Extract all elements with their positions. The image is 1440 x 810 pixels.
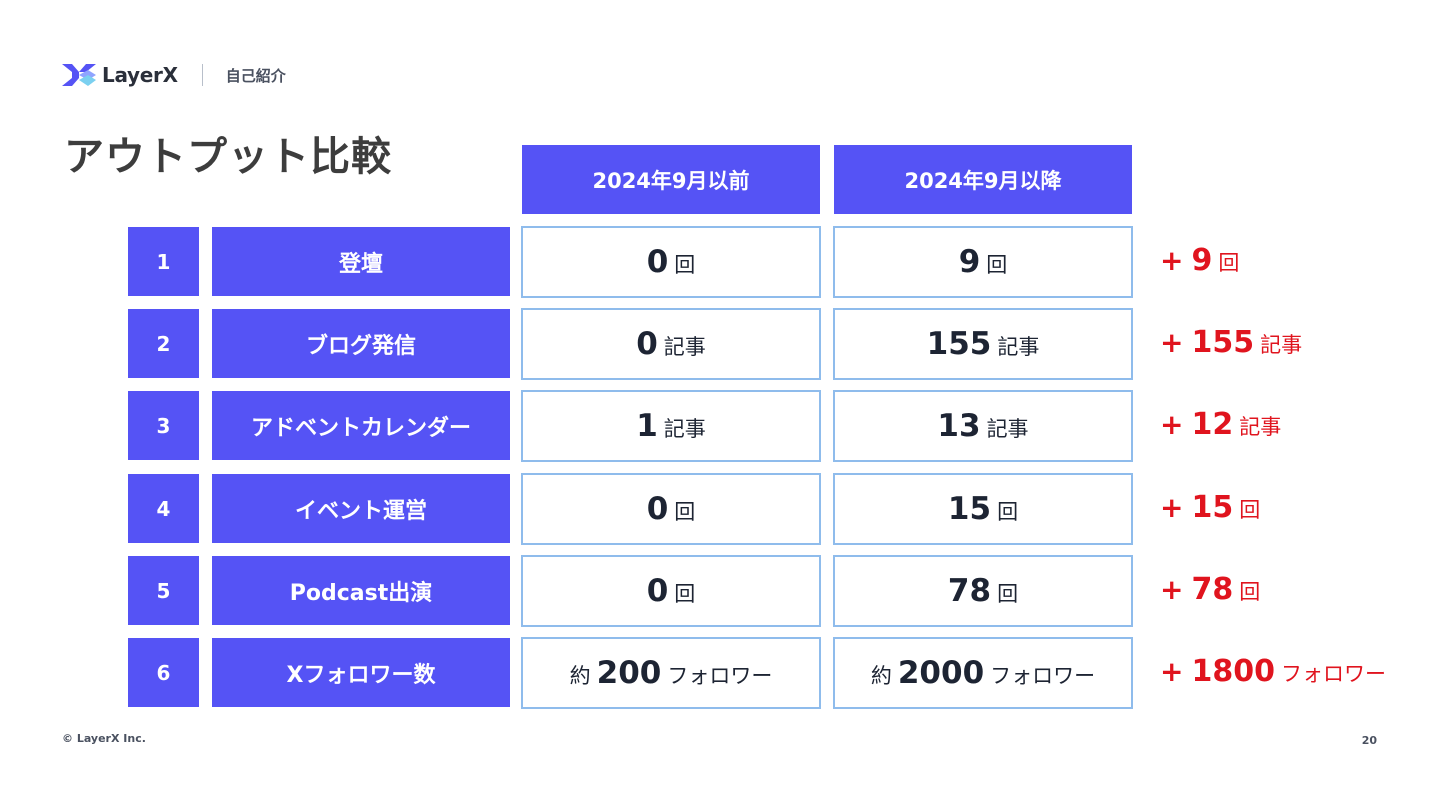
diff-sign: + <box>1160 244 1184 277</box>
diff-unit: 記事 <box>1260 333 1303 357</box>
diff-sign: + <box>1160 573 1184 606</box>
diff-unit: 記事 <box>1239 415 1282 439</box>
diff-unit: 回 <box>1218 251 1240 275</box>
value-number: 78 <box>947 573 992 609</box>
diff-unit: 回 <box>1239 580 1261 604</box>
value-number: 1 <box>636 408 658 444</box>
value-number: 0 <box>646 244 669 280</box>
value-after: 13 記事 <box>833 390 1133 462</box>
value-prefix: 約 <box>569 664 591 688</box>
table-row: 5 Podcast出演 0 回 78 回 + 78 回 <box>0 555 1440 627</box>
row-label: ブログ発信 <box>212 309 510 378</box>
value-before: 約 200 フォロワー <box>521 637 821 709</box>
table-row: 6 Xフォロワー数 約 200 フォロワー 約 2000 フォロワー + 180… <box>0 637 1440 709</box>
value-number: 13 <box>937 408 981 444</box>
page-title: アウトプット比較 <box>64 134 392 180</box>
value-unit: 回 <box>674 253 696 277</box>
table-row: 4 イベント運営 0 回 15 回 + 15 回 <box>0 473 1440 545</box>
value-before: 0 記事 <box>521 308 821 380</box>
value-after: 78 回 <box>833 555 1133 627</box>
diff-number: 78 <box>1191 572 1234 607</box>
value-difference: + 15 回 <box>1160 473 1260 545</box>
row-number: 5 <box>128 556 199 625</box>
diff-sign: + <box>1160 326 1184 359</box>
value-number: 9 <box>958 244 981 280</box>
diff-sign: + <box>1160 655 1184 688</box>
row-label: イベント運営 <box>212 474 510 543</box>
row-number: 2 <box>128 309 199 378</box>
value-number: 0 <box>646 491 669 527</box>
value-prefix: 約 <box>870 664 892 688</box>
row-number: 6 <box>128 638 199 707</box>
diff-number: 1800 <box>1191 654 1275 689</box>
value-unit: 記事 <box>663 335 706 359</box>
value-number: 15 <box>947 491 992 527</box>
value-unit: 回 <box>997 582 1019 606</box>
value-difference: + 12 記事 <box>1160 390 1281 462</box>
diff-number: 12 <box>1191 407 1234 442</box>
diff-number: 15 <box>1191 490 1234 525</box>
diff-sign: + <box>1160 491 1184 524</box>
value-before: 1 記事 <box>521 390 821 462</box>
value-difference: + 9 回 <box>1160 226 1239 298</box>
header-divider <box>201 64 203 86</box>
table-row: 2 ブログ発信 0 記事 155 記事 + 155 記事 <box>0 308 1440 380</box>
value-before: 0 回 <box>521 555 821 627</box>
value-unit: フォロワー <box>990 664 1096 688</box>
copyright: © LayerX Inc. <box>62 732 146 745</box>
value-number: 2000 <box>897 655 985 691</box>
slide-header: LayerX 自己紹介 <box>62 61 286 89</box>
value-unit: 記事 <box>986 417 1029 441</box>
value-unit: 記事 <box>997 335 1040 359</box>
value-after: 15 回 <box>833 473 1133 545</box>
value-difference: + 155 記事 <box>1160 308 1302 380</box>
row-number: 3 <box>128 391 199 460</box>
row-number: 4 <box>128 474 199 543</box>
page-number: 20 <box>1361 734 1377 747</box>
column-header-before: 2024年9月以前 <box>522 145 820 214</box>
value-before: 0 回 <box>521 226 821 298</box>
layerx-logo-icon <box>62 64 96 86</box>
diff-unit: フォロワー <box>1280 662 1386 686</box>
row-label: アドベントカレンダー <box>212 391 510 460</box>
value-number: 200 <box>596 655 662 691</box>
value-unit: 回 <box>674 582 696 606</box>
table-row: 3 アドベントカレンダー 1 記事 13 記事 + 12 記事 <box>0 390 1440 462</box>
value-unit: 回 <box>674 500 696 524</box>
value-before: 0 回 <box>521 473 821 545</box>
value-number: 0 <box>636 326 658 362</box>
row-label: Podcast出演 <box>212 556 510 625</box>
value-number: 0 <box>646 573 669 609</box>
value-after: 9 回 <box>833 226 1133 298</box>
section-label: 自己紹介 <box>225 66 286 85</box>
column-header-after: 2024年9月以降 <box>834 145 1132 214</box>
brand-name: LayerX <box>102 63 178 87</box>
value-unit: 回 <box>997 500 1019 524</box>
value-after: 約 2000 フォロワー <box>833 637 1133 709</box>
diff-number: 9 <box>1191 243 1213 278</box>
value-difference: + 1800 フォロワー <box>1160 637 1386 709</box>
row-number: 1 <box>128 227 199 296</box>
table-row: 1 登壇 0 回 9 回 + 9 回 <box>0 226 1440 298</box>
value-number: 155 <box>926 326 992 362</box>
value-unit: フォロワー <box>667 664 773 688</box>
diff-number: 155 <box>1191 325 1255 360</box>
diff-sign: + <box>1160 408 1184 441</box>
row-label: Xフォロワー数 <box>212 638 510 707</box>
diff-unit: 回 <box>1239 498 1261 522</box>
value-after: 155 記事 <box>833 308 1133 380</box>
row-label: 登壇 <box>212 227 510 296</box>
value-unit: 記事 <box>663 417 706 441</box>
value-difference: + 78 回 <box>1160 555 1260 627</box>
value-unit: 回 <box>986 253 1008 277</box>
